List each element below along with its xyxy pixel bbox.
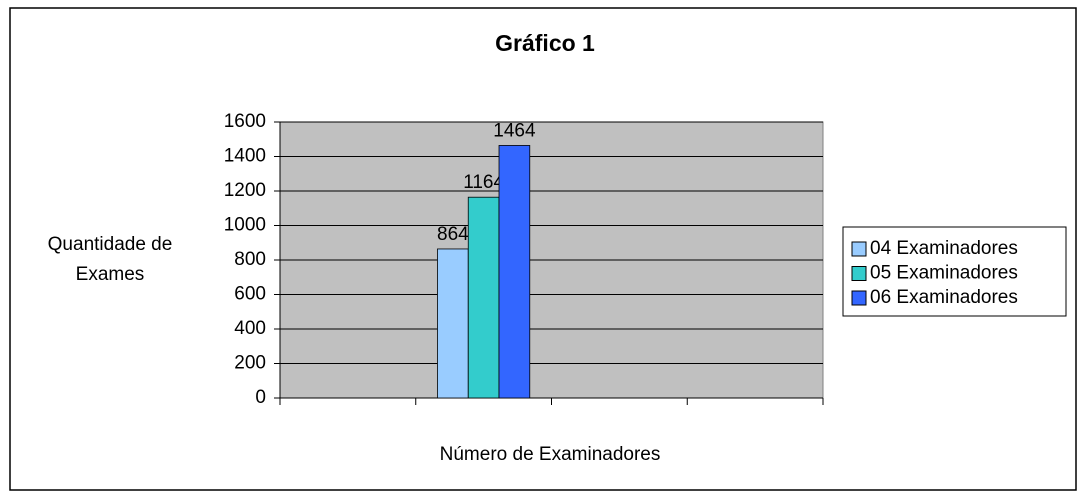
y-tick-label: 1000 <box>224 215 266 236</box>
bar <box>467 196 500 399</box>
data-label: 1464 <box>493 120 536 141</box>
y-axis-label: Quantidade de Exames <box>47 234 173 285</box>
data-label: 864 <box>437 224 469 245</box>
x-axis-label: Número de Examinadores <box>440 444 661 465</box>
legend-swatch <box>851 266 867 281</box>
y-tick-label: 0 <box>255 387 266 408</box>
legend-swatch <box>851 241 867 257</box>
y-tick-label: 600 <box>234 284 266 305</box>
y-tick-label: 400 <box>234 318 266 339</box>
y-tick-label: 800 <box>234 249 266 270</box>
bar <box>498 145 531 399</box>
y-tick-label: 1400 <box>224 146 266 167</box>
bar <box>437 248 469 399</box>
legend-label: 05 Examinadores <box>870 263 1018 284</box>
chart-title: Gráfico 1 <box>495 30 595 56</box>
y-tick-label: 1200 <box>224 180 266 201</box>
legend-swatch <box>851 290 867 306</box>
legend-box <box>842 226 1067 317</box>
y-tick-label: 1600 <box>224 111 266 132</box>
data-label: 1164 <box>463 172 504 193</box>
y-tick-label: 200 <box>234 353 266 374</box>
legend-label: 06 Examinadores <box>870 287 1018 308</box>
legend-label: 04 Examinadores <box>870 238 1018 259</box>
